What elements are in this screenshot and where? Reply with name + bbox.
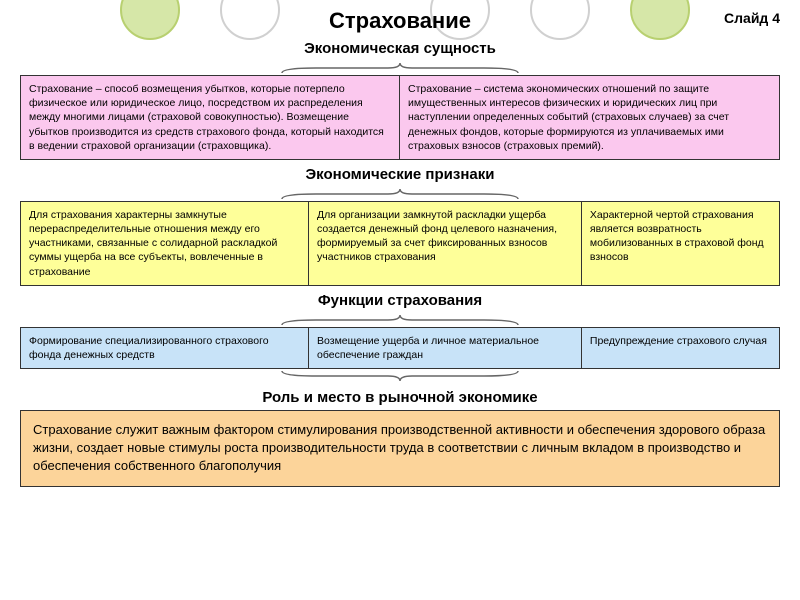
brace-icon: [280, 369, 520, 383]
cell: Предупреждение страхового случая: [582, 328, 779, 368]
brace-icon: [280, 61, 520, 75]
features-row: Для страхования характерны замкнутые пер…: [20, 201, 780, 286]
slide-number: Слайд 4: [724, 10, 780, 26]
brace-icon: [280, 313, 520, 327]
section-title-functions: Функции страхования: [20, 292, 780, 309]
cell: Формирование специализированного страхов…: [21, 328, 309, 368]
cell: Страхование служит важным фактором стиму…: [21, 411, 779, 486]
cell: Характерной чертой страхования является …: [582, 202, 779, 285]
functions-row: Формирование специализированного страхов…: [20, 327, 780, 369]
cell: Страхование – система экономических отно…: [400, 76, 779, 159]
essence-row: Страхование – способ возмещения убытков,…: [20, 75, 780, 160]
section-title-essence: Экономическая сущность: [20, 40, 780, 57]
cell: Для организации замкнутой раскладки ущер…: [309, 202, 582, 285]
section-title-role: Роль и место в рыночной экономике: [20, 389, 780, 406]
brace-icon: [280, 187, 520, 201]
main-title: Страхование: [20, 8, 780, 34]
role-row: Страхование служит важным фактором стиму…: [20, 410, 780, 487]
section-title-features: Экономические признаки: [20, 166, 780, 183]
slide-content: Страхование Экономическая сущность Страх…: [0, 0, 800, 497]
cell: Возмещение ущерба и личное материальное …: [309, 328, 582, 368]
cell: Страхование – способ возмещения убытков,…: [21, 76, 400, 159]
cell: Для страхования характерны замкнутые пер…: [21, 202, 309, 285]
